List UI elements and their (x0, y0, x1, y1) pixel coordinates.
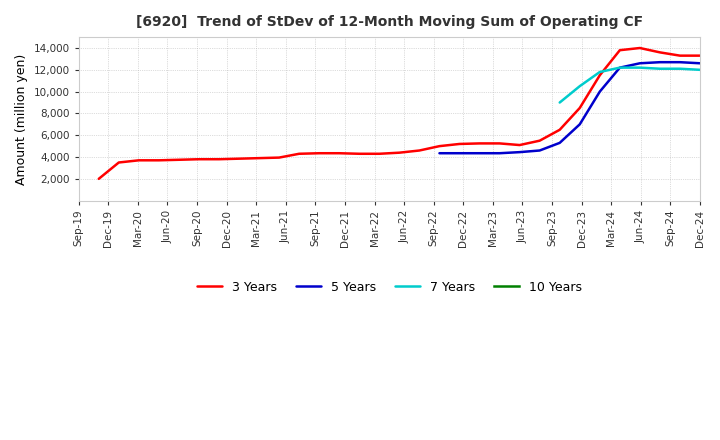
3 Years (516, 143, 524, 148)
5 Years (636, 61, 644, 66)
3 Years (495, 141, 504, 146)
7 Years (656, 66, 665, 71)
7 Years (696, 67, 704, 73)
5 Years (575, 122, 584, 127)
3 Years (114, 160, 123, 165)
7 Years (616, 65, 624, 70)
3 Years (135, 158, 143, 163)
3 Years (155, 158, 163, 163)
5 Years (495, 150, 504, 156)
7 Years (555, 100, 564, 105)
3 Years (575, 105, 584, 110)
Line: 5 Years: 5 Years (439, 62, 700, 153)
3 Years (475, 141, 484, 146)
3 Years (174, 157, 183, 162)
3 Years (255, 155, 264, 161)
3 Years (355, 151, 364, 156)
3 Years (536, 138, 544, 143)
3 Years (696, 53, 704, 58)
7 Years (675, 66, 684, 71)
3 Years (555, 127, 564, 132)
5 Years (675, 59, 684, 65)
3 Years (275, 155, 284, 160)
Y-axis label: Amount (million yen): Amount (million yen) (15, 53, 28, 184)
7 Years (575, 84, 584, 89)
3 Years (616, 48, 624, 53)
3 Years (194, 157, 203, 162)
3 Years (636, 45, 644, 51)
3 Years (94, 176, 103, 181)
3 Years (435, 143, 444, 149)
5 Years (455, 150, 464, 156)
5 Years (595, 89, 604, 94)
7 Years (636, 65, 644, 70)
Legend: 3 Years, 5 Years, 7 Years, 10 Years: 3 Years, 5 Years, 7 Years, 10 Years (192, 275, 587, 299)
3 Years (395, 150, 404, 155)
Line: 3 Years: 3 Years (99, 48, 700, 179)
3 Years (235, 156, 243, 161)
3 Years (215, 157, 223, 162)
7 Years (595, 70, 604, 75)
Title: [6920]  Trend of StDev of 12-Month Moving Sum of Operating CF: [6920] Trend of StDev of 12-Month Moving… (136, 15, 643, 29)
3 Years (295, 151, 304, 156)
3 Years (415, 148, 424, 153)
3 Years (656, 50, 665, 55)
5 Years (516, 150, 524, 155)
5 Years (536, 148, 544, 153)
5 Years (475, 150, 484, 156)
5 Years (656, 59, 665, 65)
5 Years (555, 140, 564, 146)
5 Years (616, 65, 624, 70)
Line: 7 Years: 7 Years (559, 68, 700, 103)
3 Years (315, 150, 323, 156)
3 Years (595, 73, 604, 78)
5 Years (696, 61, 704, 66)
3 Years (455, 141, 464, 147)
3 Years (675, 53, 684, 58)
3 Years (375, 151, 384, 156)
3 Years (335, 150, 343, 156)
5 Years (435, 150, 444, 156)
